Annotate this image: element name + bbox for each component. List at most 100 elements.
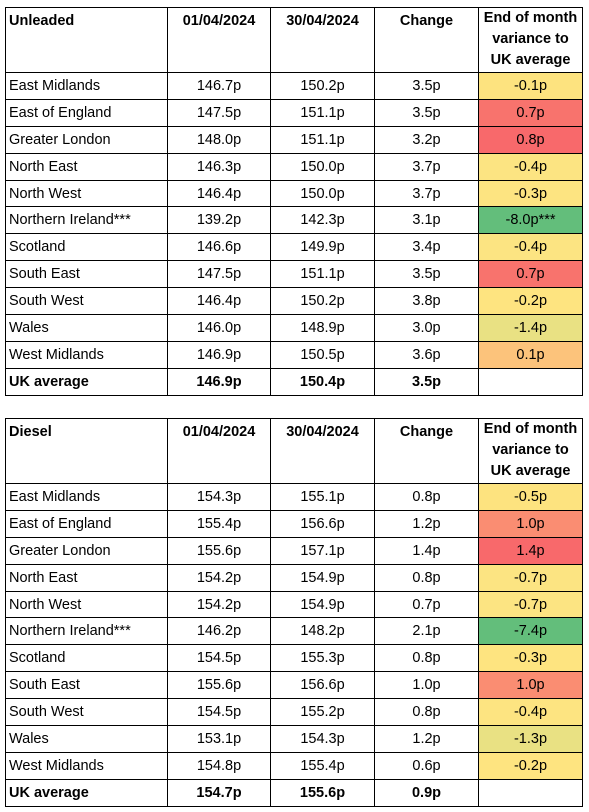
table-row: East of England 147.5p 151.1p 3.5p 0.7p bbox=[5, 98, 583, 127]
change-cell: 3.7p bbox=[374, 179, 479, 208]
average-end-price-cell: 155.6p bbox=[270, 778, 375, 807]
table-row: South West 146.4p 150.2p 3.8p -0.2p bbox=[5, 287, 583, 316]
region-cell: Greater London bbox=[5, 125, 168, 154]
region-cell: East Midlands bbox=[5, 72, 168, 100]
table-header-row: Diesel 01/04/2024 30/04/2024 Change End … bbox=[5, 418, 583, 484]
start-price-cell: 146.4p bbox=[167, 179, 271, 208]
end-price-cell: 154.9p bbox=[270, 563, 375, 592]
start-price-cell: 154.5p bbox=[167, 644, 271, 673]
variance-cell: 0.8p bbox=[478, 125, 583, 154]
start-price-cell: 154.8p bbox=[167, 751, 271, 780]
start-price-cell: 139.2p bbox=[167, 206, 271, 235]
variance-cell: -0.2p bbox=[478, 287, 583, 316]
start-price-cell: 146.2p bbox=[167, 617, 271, 646]
change-header: Change bbox=[374, 418, 479, 484]
end-price-cell: 155.2p bbox=[270, 698, 375, 727]
variance-cell: -0.7p bbox=[478, 590, 583, 619]
average-region-cell: UK average bbox=[5, 367, 168, 396]
table-row: North East 154.2p 154.9p 0.8p -0.7p bbox=[5, 563, 583, 592]
region-cell: East of England bbox=[5, 509, 168, 538]
end-price-cell: 151.1p bbox=[270, 260, 375, 289]
table-row: East of England 155.4p 156.6p 1.2p 1.0p bbox=[5, 509, 583, 538]
change-header: Change bbox=[374, 7, 479, 73]
average-start-price-cell: 154.7p bbox=[167, 778, 271, 807]
diesel-rows: East Midlands 154.3p 155.1p 0.8p -0.5p East o… bbox=[5, 483, 583, 807]
variance-cell: -8.0p*** bbox=[478, 206, 583, 235]
average-start-price-cell: 146.9p bbox=[167, 367, 271, 396]
start-price-cell: 146.9p bbox=[167, 340, 271, 369]
start-price-cell: 146.6p bbox=[167, 233, 271, 262]
start-price-cell: 146.4p bbox=[167, 287, 271, 316]
region-cell: North East bbox=[5, 563, 168, 592]
average-end-price-cell: 150.4p bbox=[270, 367, 375, 396]
variance-cell: 0.1p bbox=[478, 340, 583, 369]
average-change-cell: 3.5p bbox=[374, 367, 479, 396]
variance-cell: -0.5p bbox=[478, 483, 583, 511]
change-cell: 0.8p bbox=[374, 698, 479, 727]
end-price-cell: 150.2p bbox=[270, 287, 375, 316]
change-cell: 1.2p bbox=[374, 725, 479, 753]
variance-cell: 1.0p bbox=[478, 671, 583, 700]
variance-cell: -0.4p bbox=[478, 233, 583, 262]
region-cell: North East bbox=[5, 152, 168, 181]
variance-cell: -0.2p bbox=[478, 751, 583, 780]
table-row: Wales 153.1p 154.3p 1.2p -1.3p bbox=[5, 725, 583, 753]
end-price-cell: 155.1p bbox=[270, 483, 375, 511]
variance-cell: -0.4p bbox=[478, 152, 583, 181]
variance-cell: -0.3p bbox=[478, 179, 583, 208]
end-price-cell: 155.3p bbox=[270, 644, 375, 673]
variance-cell: 0.7p bbox=[478, 98, 583, 127]
change-cell: 3.4p bbox=[374, 233, 479, 262]
start-price-cell: 146.7p bbox=[167, 72, 271, 100]
start-price-cell: 154.3p bbox=[167, 483, 271, 511]
variance-cell: 1.4p bbox=[478, 536, 583, 565]
table-row: Scotland 146.6p 149.9p 3.4p -0.4p bbox=[5, 233, 583, 262]
end-price-cell: 155.4p bbox=[270, 751, 375, 780]
end-price-cell: 151.1p bbox=[270, 98, 375, 127]
table-row: Northern Ireland*** 139.2p 142.3p 3.1p -8.0p… bbox=[5, 206, 583, 235]
table-row: East Midlands 146.7p 150.2p 3.5p -0.1p bbox=[5, 72, 583, 100]
region-cell: East of England bbox=[5, 98, 168, 127]
variance-cell: -0.7p bbox=[478, 563, 583, 592]
region-cell: North West bbox=[5, 179, 168, 208]
start-price-cell: 155.6p bbox=[167, 671, 271, 700]
average-region-cell: UK average bbox=[5, 778, 168, 807]
table-row: North East 146.3p 150.0p 3.7p -0.4p bbox=[5, 152, 583, 181]
end-price-cell: 148.9p bbox=[270, 314, 375, 342]
change-cell: 2.1p bbox=[374, 617, 479, 646]
variance-cell: -1.4p bbox=[478, 314, 583, 342]
end-price-cell: 154.3p bbox=[270, 725, 375, 753]
variance-cell: -0.4p bbox=[478, 698, 583, 727]
end-price-cell: 156.6p bbox=[270, 509, 375, 538]
variance-cell: 1.0p bbox=[478, 509, 583, 538]
diesel-price-table: Diesel 01/04/2024 30/04/2024 Change End … bbox=[5, 418, 583, 807]
end-price-cell: 150.5p bbox=[270, 340, 375, 369]
table-row: South East 155.6p 156.6p 1.0p 1.0p bbox=[5, 671, 583, 700]
start-date-header: 01/04/2024 bbox=[167, 7, 271, 73]
end-price-cell: 150.0p bbox=[270, 152, 375, 181]
start-price-cell: 153.1p bbox=[167, 725, 271, 753]
change-cell: 0.8p bbox=[374, 563, 479, 592]
table-row: Greater London 155.6p 157.1p 1.4p 1.4p bbox=[5, 536, 583, 565]
start-price-cell: 155.4p bbox=[167, 509, 271, 538]
change-cell: 3.2p bbox=[374, 125, 479, 154]
start-price-cell: 148.0p bbox=[167, 125, 271, 154]
table-row: Scotland 154.5p 155.3p 0.8p -0.3p bbox=[5, 644, 583, 673]
end-price-cell: 156.6p bbox=[270, 671, 375, 700]
end-price-cell: 150.0p bbox=[270, 179, 375, 208]
variance-header: End of month variance to UK average bbox=[478, 418, 583, 484]
table-row: North West 146.4p 150.0p 3.7p -0.3p bbox=[5, 179, 583, 208]
change-cell: 3.0p bbox=[374, 314, 479, 342]
average-variance-cell bbox=[478, 367, 583, 396]
change-cell: 3.5p bbox=[374, 72, 479, 100]
change-cell: 3.8p bbox=[374, 287, 479, 316]
unleaded-price-table: Unleaded 01/04/2024 30/04/2024 Change En… bbox=[5, 7, 583, 396]
start-price-cell: 147.5p bbox=[167, 98, 271, 127]
start-price-cell: 154.5p bbox=[167, 698, 271, 727]
end-price-cell: 157.1p bbox=[270, 536, 375, 565]
region-cell: Scotland bbox=[5, 644, 168, 673]
end-price-cell: 154.9p bbox=[270, 590, 375, 619]
fuel-type-header: Unleaded bbox=[5, 7, 168, 73]
variance-header: End of month variance to UK average bbox=[478, 7, 583, 73]
end-price-cell: 149.9p bbox=[270, 233, 375, 262]
